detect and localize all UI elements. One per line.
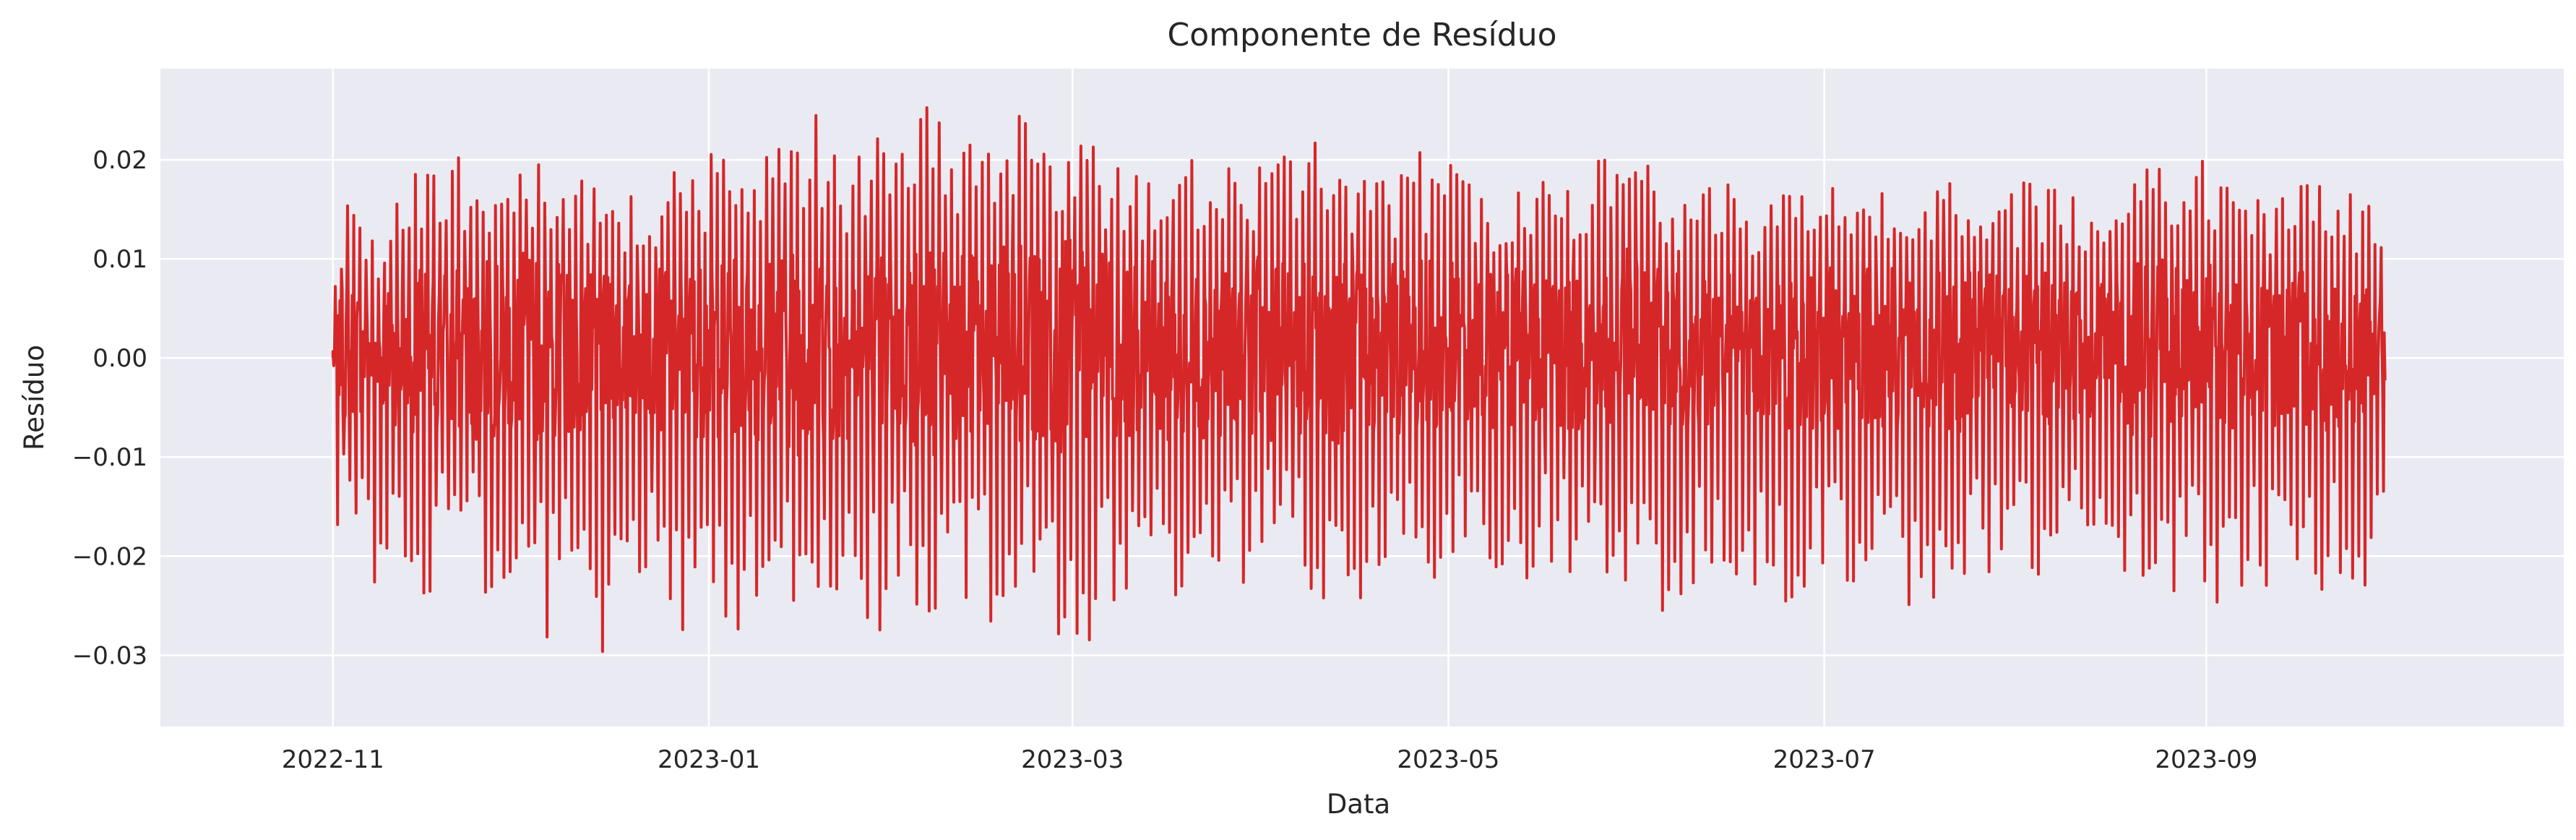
x-tick-label: 2023-07: [1773, 745, 1876, 774]
chart-title: Componente de Resíduo: [1167, 17, 1556, 53]
y-axis-label: Resíduo: [19, 345, 50, 450]
x-tick-label: 2023-03: [1021, 745, 1124, 774]
y-tick-labels: 0.02 0.01 0.00 −0.01 −0.02 −0.03: [72, 146, 147, 670]
x-tick-label: 2022-11: [282, 745, 384, 774]
residual-series-line: [331, 106, 2387, 653]
y-tick-label: −0.03: [72, 641, 147, 670]
y-tick-label: 0.00: [92, 344, 147, 373]
x-tick-label: 2023-09: [2155, 745, 2257, 774]
y-tick-label: −0.02: [72, 542, 147, 571]
y-tick-label: 0.02: [92, 146, 147, 175]
y-tick-label: −0.01: [72, 443, 147, 472]
y-tick-label: 0.01: [92, 245, 147, 274]
x-tick-labels: 2022-11 2023-01 2023-03 2023-05 2023-07 2023-…: [282, 745, 2258, 774]
x-tick-label: 2023-01: [658, 745, 760, 774]
series-layer: [331, 106, 2387, 653]
x-tick-label: 2023-05: [1397, 745, 1499, 774]
x-axis-label: Data: [1327, 789, 1390, 820]
